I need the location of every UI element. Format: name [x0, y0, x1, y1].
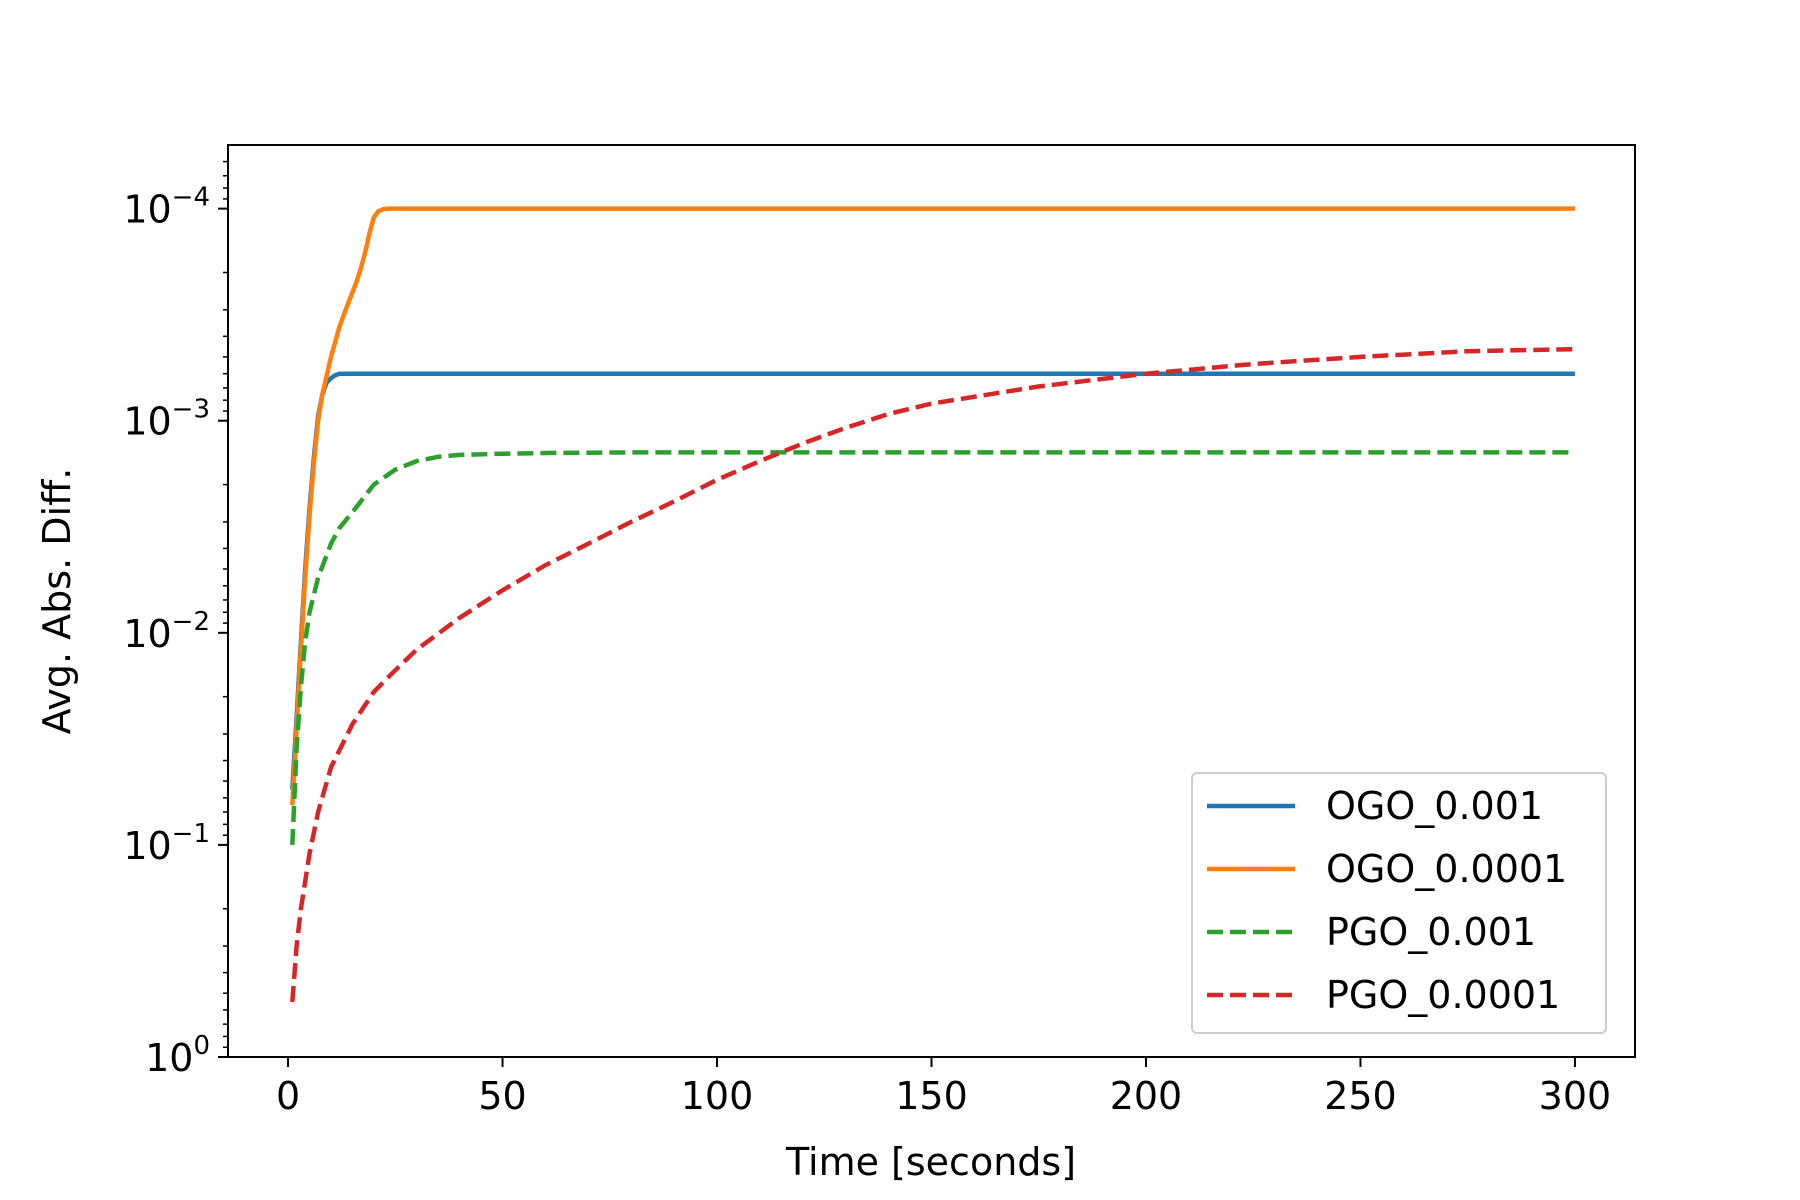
legend-box [1191, 772, 1607, 1034]
y-axis-ticks: 10−4 10−3 10−2 10−1 100 [123, 183, 228, 1080]
legend-label-4: PGO_0.0001 [1326, 973, 1560, 1017]
series-line-3 [290, 450, 1575, 845]
series-line-2 [290, 206, 1575, 806]
legend: OGO_0.001 OGO_0.0001 PGO_0.001 PGO_0.0001 [1191, 772, 1607, 1034]
x-tick-label: 50 [478, 1074, 526, 1118]
x-tick-label: 100 [681, 1074, 754, 1118]
y-tick-label: 10−4 [123, 183, 210, 232]
legend-label-3: PGO_0.001 [1326, 910, 1536, 954]
x-axis-label: Time [seconds] [785, 1140, 1076, 1184]
y-axis-label: Avg. Abs. Diff. [35, 468, 79, 735]
x-tick-label: 250 [1324, 1074, 1397, 1118]
y-tick-label: 100 [145, 1031, 210, 1080]
x-tick-label: 150 [895, 1074, 968, 1118]
y-tick-label: 10−2 [123, 607, 210, 656]
series-line-1 [290, 371, 1575, 790]
x-tick-label: 300 [1539, 1074, 1612, 1118]
legend-label-2: OGO_0.0001 [1326, 847, 1567, 891]
legend-label-1: OGO_0.001 [1326, 784, 1543, 828]
x-tick-label: 200 [1110, 1074, 1183, 1118]
x-tick-label: 0 [276, 1074, 300, 1118]
series-lines [290, 206, 1575, 1003]
x-axis-ticks: 0 50 100 150 200 250 300 [276, 1057, 1611, 1118]
y-tick-label: 10−1 [123, 819, 210, 868]
series-line-4 [290, 346, 1575, 1003]
y-tick-label: 10−3 [123, 395, 210, 444]
